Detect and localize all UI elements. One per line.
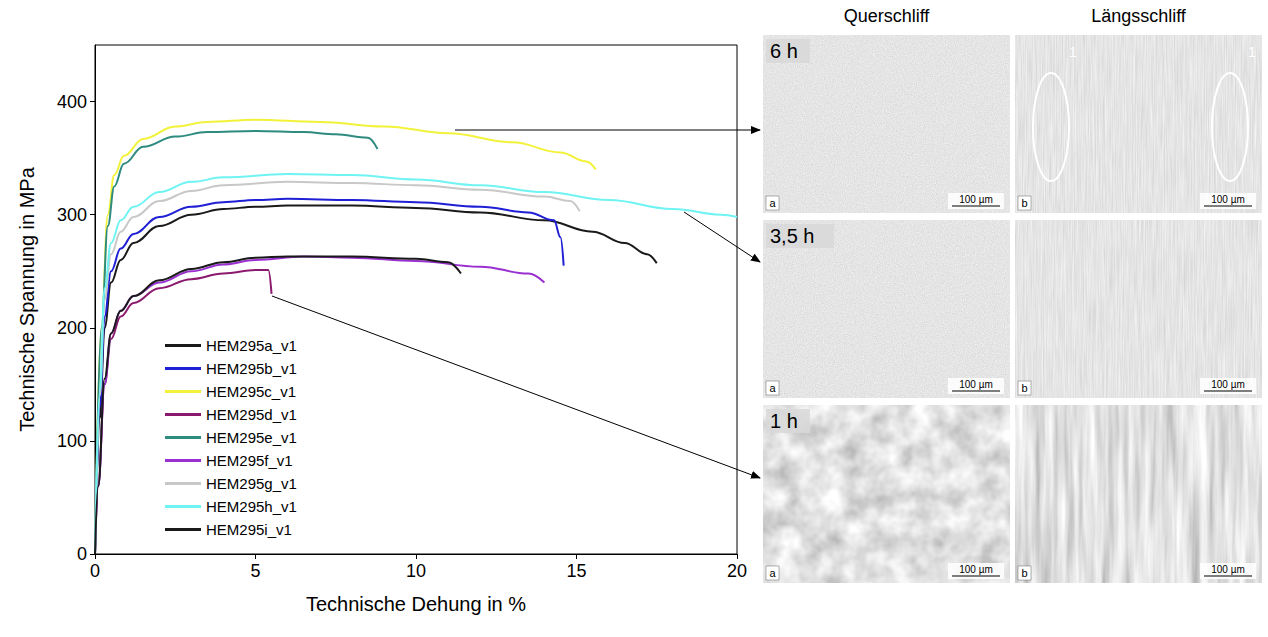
svg-text:HEM295f_v1: HEM295f_v1: [206, 452, 293, 469]
svg-text:HEM295b_v1: HEM295b_v1: [206, 360, 297, 377]
svg-text:b: b: [1021, 382, 1027, 394]
svg-text:HEM295h_v1: HEM295h_v1: [206, 498, 297, 515]
svg-text:100 µm: 100 µm: [1211, 564, 1245, 575]
svg-text:10: 10: [406, 561, 426, 581]
svg-text:5: 5: [250, 561, 260, 581]
svg-text:a: a: [769, 197, 776, 209]
svg-text:HEM295g_v1: HEM295g_v1: [206, 475, 297, 492]
svg-text:HEM295a_v1: HEM295a_v1: [206, 337, 297, 354]
svg-text:HEM295d_v1: HEM295d_v1: [206, 406, 297, 423]
svg-text:3,5 h: 3,5 h: [770, 225, 814, 247]
svg-text:HEM295c_v1: HEM295c_v1: [206, 383, 296, 400]
svg-text:a: a: [769, 567, 776, 579]
svg-text:100 µm: 100 µm: [1211, 194, 1245, 205]
svg-text:Querschliff: Querschliff: [844, 6, 931, 26]
svg-text:6 h: 6 h: [770, 40, 798, 62]
svg-text:b: b: [1021, 567, 1027, 579]
svg-text:a: a: [769, 382, 776, 394]
svg-text:100 µm: 100 µm: [1211, 379, 1245, 390]
svg-text:300: 300: [57, 205, 87, 225]
svg-text:100 µm: 100 µm: [959, 194, 993, 205]
svg-text:0: 0: [77, 544, 87, 564]
svg-text:Längsschliff: Längsschliff: [1091, 6, 1187, 26]
svg-text:1: 1: [1069, 44, 1077, 60]
svg-text:100 µm: 100 µm: [959, 379, 993, 390]
svg-text:15: 15: [566, 561, 586, 581]
svg-text:20: 20: [727, 561, 747, 581]
svg-text:HEM295i_v1: HEM295i_v1: [206, 521, 292, 538]
svg-text:b: b: [1021, 197, 1027, 209]
svg-text:0: 0: [90, 561, 100, 581]
svg-text:Technische Dehung in %: Technische Dehung in %: [306, 593, 526, 615]
svg-text:200: 200: [57, 318, 87, 338]
svg-text:1: 1: [1248, 44, 1256, 60]
svg-text:100 µm: 100 µm: [959, 564, 993, 575]
svg-text:1 h: 1 h: [770, 410, 798, 432]
svg-text:400: 400: [57, 92, 87, 112]
svg-text:100: 100: [57, 431, 87, 451]
svg-text:Technische Spannung in MPa: Technische Spannung in MPa: [16, 166, 38, 431]
svg-text:HEM295e_v1: HEM295e_v1: [206, 429, 297, 446]
